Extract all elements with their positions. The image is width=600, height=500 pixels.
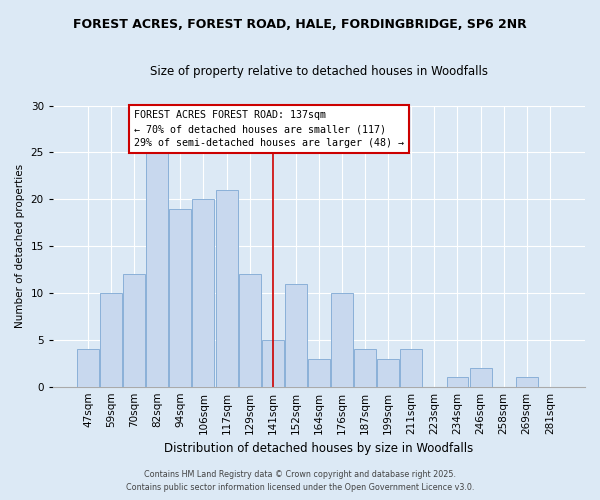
- Bar: [239, 274, 260, 386]
- Bar: [516, 378, 538, 386]
- Bar: [308, 358, 330, 386]
- Text: FOREST ACRES FOREST ROAD: 137sqm
← 70% of detached houses are smaller (117)
29% : FOREST ACRES FOREST ROAD: 137sqm ← 70% o…: [134, 110, 404, 148]
- Bar: [377, 358, 399, 386]
- Bar: [100, 293, 122, 386]
- Text: FOREST ACRES, FOREST ROAD, HALE, FORDINGBRIDGE, SP6 2NR: FOREST ACRES, FOREST ROAD, HALE, FORDING…: [73, 18, 527, 30]
- Bar: [146, 152, 168, 386]
- Bar: [331, 293, 353, 386]
- Bar: [285, 284, 307, 387]
- Bar: [77, 349, 99, 387]
- Bar: [262, 340, 284, 386]
- Bar: [446, 378, 469, 386]
- X-axis label: Distribution of detached houses by size in Woodfalls: Distribution of detached houses by size …: [164, 442, 473, 455]
- Bar: [400, 349, 422, 387]
- Title: Size of property relative to detached houses in Woodfalls: Size of property relative to detached ho…: [150, 65, 488, 78]
- Text: Contains HM Land Registry data © Crown copyright and database right 2025.
Contai: Contains HM Land Registry data © Crown c…: [126, 470, 474, 492]
- Bar: [193, 200, 214, 386]
- Bar: [215, 190, 238, 386]
- Bar: [354, 349, 376, 387]
- Bar: [169, 208, 191, 386]
- Y-axis label: Number of detached properties: Number of detached properties: [15, 164, 25, 328]
- Bar: [470, 368, 491, 386]
- Bar: [123, 274, 145, 386]
